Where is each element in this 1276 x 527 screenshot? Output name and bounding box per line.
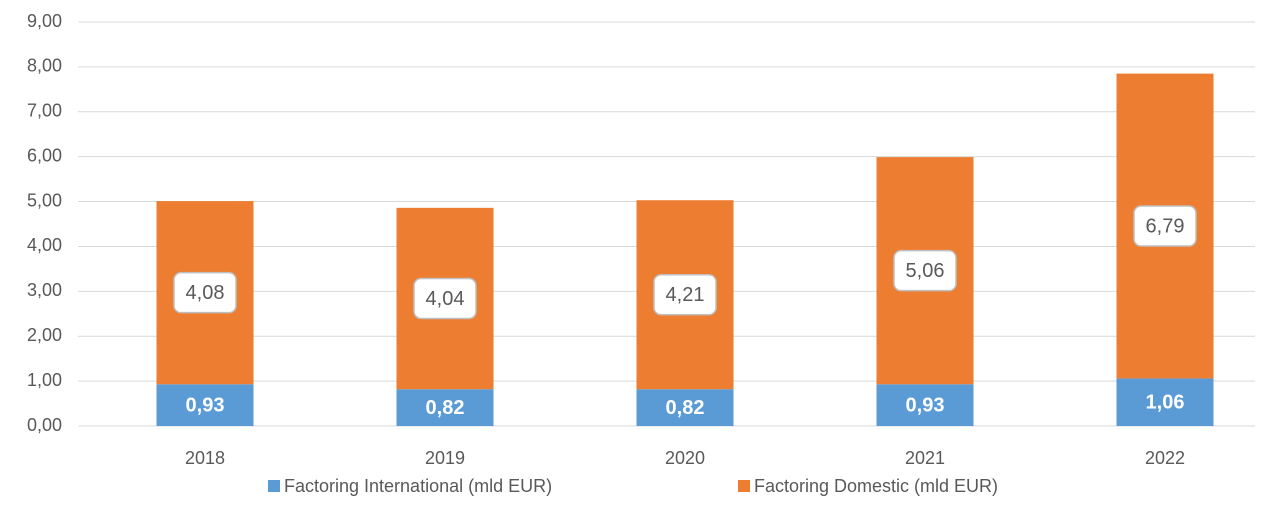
bar-segment [876, 384, 974, 426]
x-tick-label: 2020 [665, 448, 705, 468]
data-label: 0,93 [906, 394, 945, 416]
y-tick-label: 0,00 [27, 415, 62, 435]
data-label: 6,79 [1146, 215, 1185, 237]
y-tick-label: 6,00 [27, 145, 62, 165]
x-tick-label: 2021 [905, 448, 945, 468]
x-tick-label: 2018 [185, 448, 225, 468]
y-tick-label: 1,00 [27, 370, 62, 390]
data-label-box [173, 271, 237, 314]
legend-swatch [268, 480, 280, 492]
data-label-box [893, 249, 957, 292]
legend-label: Factoring International (mld EUR) [284, 476, 552, 496]
bar-segment [396, 389, 494, 426]
legend-swatch [738, 480, 750, 492]
data-label-box [413, 277, 477, 320]
y-tick-label: 4,00 [27, 235, 62, 255]
data-label: 0,93 [186, 394, 225, 416]
data-label: 4,04 [426, 288, 465, 310]
bar-segment [1116, 378, 1214, 426]
x-tick-label: 2022 [1145, 448, 1185, 468]
legend-label: Factoring Domestic (mld EUR) [754, 476, 998, 496]
y-tick-label: 8,00 [27, 56, 62, 76]
data-label: 0,82 [666, 397, 705, 419]
data-label: 5,06 [906, 260, 945, 282]
y-tick-label: 7,00 [27, 101, 62, 121]
data-label-box [653, 273, 717, 316]
y-tick-label: 2,00 [27, 325, 62, 345]
y-tick-label: 3,00 [27, 280, 62, 300]
data-label-box [1133, 205, 1197, 247]
bar-segment [636, 389, 734, 426]
data-label: 1,06 [1146, 391, 1185, 413]
data-label: 4,08 [186, 282, 225, 304]
data-label: 4,21 [666, 284, 705, 306]
data-label: 0,82 [426, 397, 465, 419]
y-tick-label: 5,00 [27, 190, 62, 210]
bar-segment [156, 384, 254, 426]
y-tick-label: 9,00 [27, 11, 62, 31]
x-tick-label: 2019 [425, 448, 465, 468]
